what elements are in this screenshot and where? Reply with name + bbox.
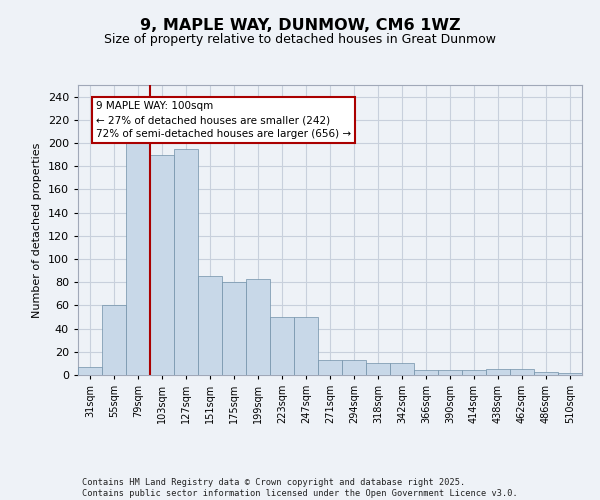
Bar (438, 370, 462, 375)
Text: 9 MAPLE WAY: 100sqm
← 27% of detached houses are smaller (242)
72% of semi-detac: 9 MAPLE WAY: 100sqm ← 27% of detached ho… (96, 101, 351, 139)
Text: Contains HM Land Registry data © Crown copyright and database right 2025.
Contai: Contains HM Land Registry data © Crown c… (82, 478, 518, 498)
Bar (126, 143, 150, 375)
Bar (246, 278, 270, 375)
Bar (342, 360, 366, 375)
Bar (462, 370, 486, 375)
Bar (390, 364, 414, 375)
Bar (558, 372, 582, 375)
Text: 9, MAPLE WAY, DUNMOW, CM6 1WZ: 9, MAPLE WAY, DUNMOW, CM6 1WZ (140, 18, 460, 32)
Bar (270, 317, 294, 375)
Bar (510, 369, 534, 375)
Bar (318, 360, 342, 375)
Y-axis label: Number of detached properties: Number of detached properties (32, 142, 42, 318)
Bar (78, 367, 102, 375)
Bar (198, 276, 222, 375)
Bar (294, 317, 318, 375)
Bar (366, 364, 390, 375)
Bar (486, 369, 510, 375)
Bar (414, 370, 438, 375)
Bar (174, 149, 198, 375)
Bar (102, 306, 126, 375)
Bar (534, 372, 558, 375)
Bar (222, 282, 246, 375)
Bar (150, 154, 174, 375)
Text: Size of property relative to detached houses in Great Dunmow: Size of property relative to detached ho… (104, 32, 496, 46)
